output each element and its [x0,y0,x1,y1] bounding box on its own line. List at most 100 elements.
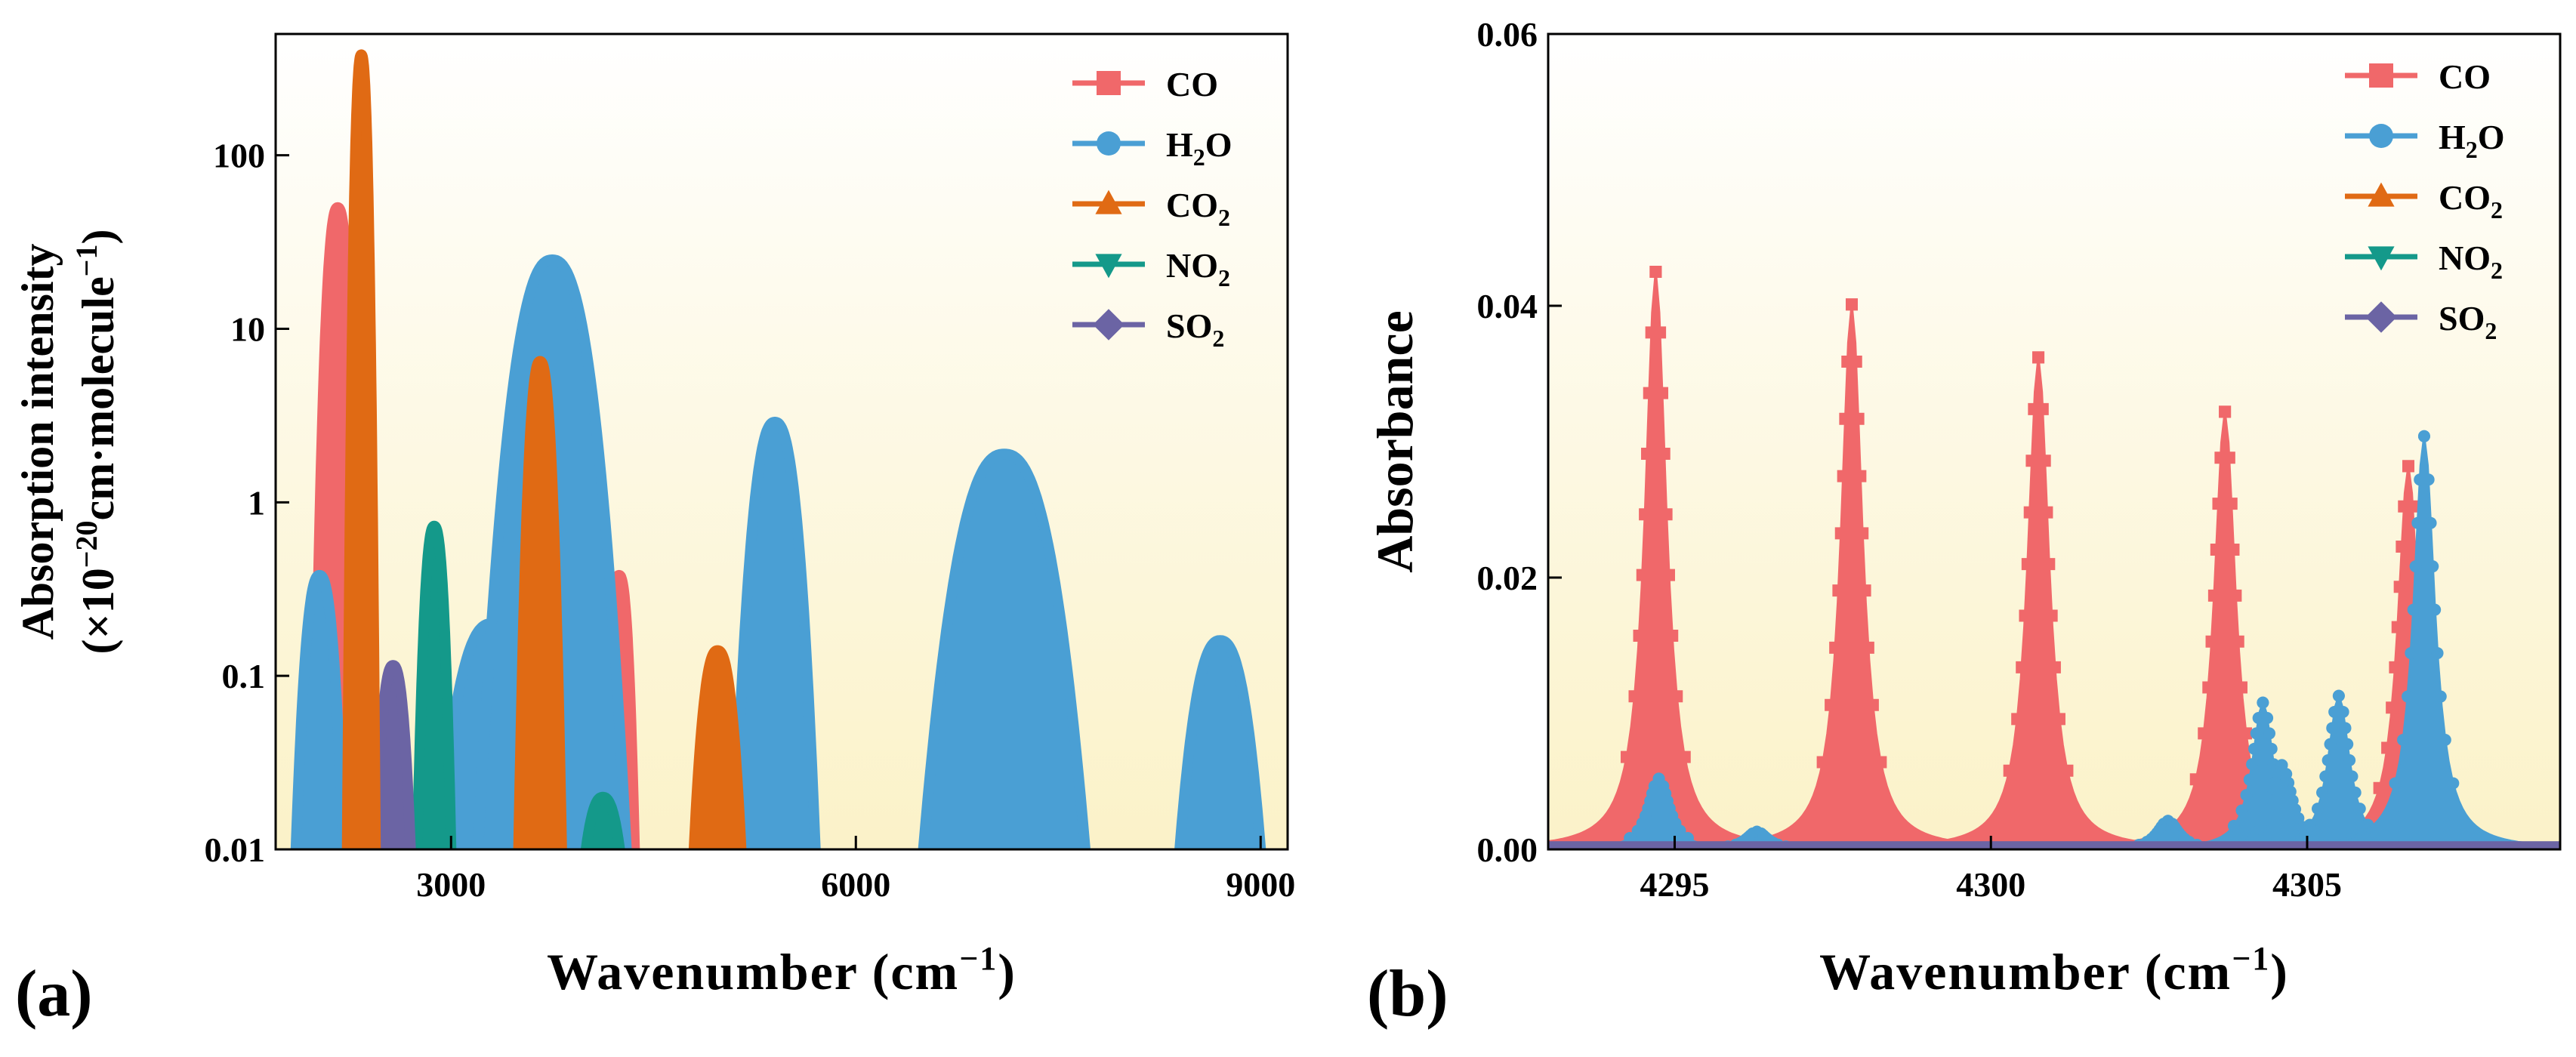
peak-marker [2036,402,2049,415]
panel-a-ticks: 3000 6000 9000 0.01 0.1 1 10 100 [205,137,1296,904]
peak-marker [2235,681,2247,694]
peak-marker [2397,733,2410,746]
peak-marker [2389,777,2402,790]
peak-marker [1641,447,1654,460]
peak-marker [2386,701,2399,714]
legend-label: NO2 [1166,246,1230,291]
peak-marker [1671,690,1683,703]
peak-marker [1654,326,1667,339]
peak-marker [1834,527,1847,540]
y-tick-label: 10 [230,310,265,348]
series-co2 [341,49,747,849]
legend-item-co: CO [2345,57,2491,96]
peak-marker [2227,543,2240,556]
peak-marker [2254,821,2267,834]
series-so2-baseline [1548,841,2560,849]
peak-marker [2321,754,2334,767]
peak-marker [2021,558,2034,571]
panel-b-frame [1547,32,2562,851]
peak-marker [2409,560,2422,573]
legend-item-no2: NO2 [2345,239,2503,284]
peak-marker [2346,770,2359,783]
peak-marker [2411,516,2424,529]
peak-marker [1624,832,1637,845]
legend-item-no2: NO2 [1072,246,1230,291]
band-no2-2 [580,791,625,849]
peak-marker [2247,830,2260,843]
peak-marker [1874,756,1887,769]
peak-marker [1849,355,1862,368]
peak-marker [2422,473,2435,486]
legend-marker [1097,131,1121,156]
y-tick-label: 0.01 [205,830,266,869]
band-co2-1 [341,49,381,849]
legend-marker [2368,182,2395,207]
peak-marker [2212,498,2225,510]
y-tick-label: 0.1 [222,657,266,695]
peak-marker [2393,581,2406,593]
legend-label: SO2 [1166,307,1224,352]
x-tick-label: 9000 [1226,865,1295,904]
x-tick-label: 3000 [416,865,486,904]
peak-marker [2328,705,2341,718]
peak-marker [1837,470,1849,482]
peak-marker [1825,698,1837,711]
peak-marker [2429,603,2442,616]
peak-marker [2246,758,2259,771]
peak-marker [2223,451,2235,464]
peak-marker [2396,540,2408,553]
peak-marker [1839,412,1852,425]
band-h2o-5 [918,448,1091,849]
peak-marker [1678,750,1691,763]
series-no2 [412,520,625,849]
peak-marker [2389,661,2402,673]
peak-marker [2025,455,2038,467]
legend-marker [1097,71,1121,95]
legend-item-co2: CO2 [1072,186,1230,231]
peak-marker [2263,727,2276,740]
peak-marker [2016,661,2028,673]
y-tick-label: 0.06 [1477,15,1538,54]
legend-label: CO2 [2439,178,2503,223]
panel-a-x-axis-title: Wavenumber (cm−1) [547,940,1017,1000]
peak-marker [1662,569,1675,581]
peak-marker [2003,764,2016,777]
series-so2 [370,660,416,849]
band-no2-1 [412,520,457,849]
panel-a: 3000 6000 9000 0.01 0.1 1 10 100 CO H2O CO2 NO2 SO2… [13,32,1296,1031]
peak-marker [2240,789,2253,802]
peak-marker [1660,508,1673,521]
peak-marker [2402,690,2414,703]
peak-marker [2319,770,2332,783]
x-tick-label: 4305 [2272,865,2342,904]
legend-label: H2O [2439,118,2505,163]
peak-marker [2316,786,2329,799]
peak-marker [2341,738,2354,750]
panel-b-ticks: 4295 4300 4305 0.00 0.02 0.04 0.06 [1477,15,2343,904]
peak-marker [2324,738,2337,750]
peak-marker [2227,819,2240,832]
panel-b-x-axis-title: Wavenumber (cm−1) [1819,940,2289,1000]
peak-marker [2053,713,2065,726]
peak-marker [2038,455,2051,467]
legend-item-so2: SO2 [2345,299,2497,344]
legend-label: CO [1166,65,1218,103]
legend-marker [2369,124,2393,148]
legend-label: NO2 [2439,239,2503,284]
peak-marker [2381,741,2394,754]
peak-marker [1631,824,1644,837]
peak-marker [2406,500,2419,513]
peak-marker [1628,690,1641,703]
y-tick-label: 0.04 [1477,287,1538,325]
peak-marker [1639,508,1652,521]
peak-marker [2019,609,2031,622]
band-h2o-1 [290,569,349,849]
y-tick-label: 1 [248,483,265,522]
peak-marker [2261,712,2274,725]
peak-marker [2417,430,2430,442]
peak-marker [1859,584,1871,597]
peak-marker [2265,742,2278,755]
legend-label: SO2 [2439,299,2497,344]
peak-marker [2207,589,2220,602]
